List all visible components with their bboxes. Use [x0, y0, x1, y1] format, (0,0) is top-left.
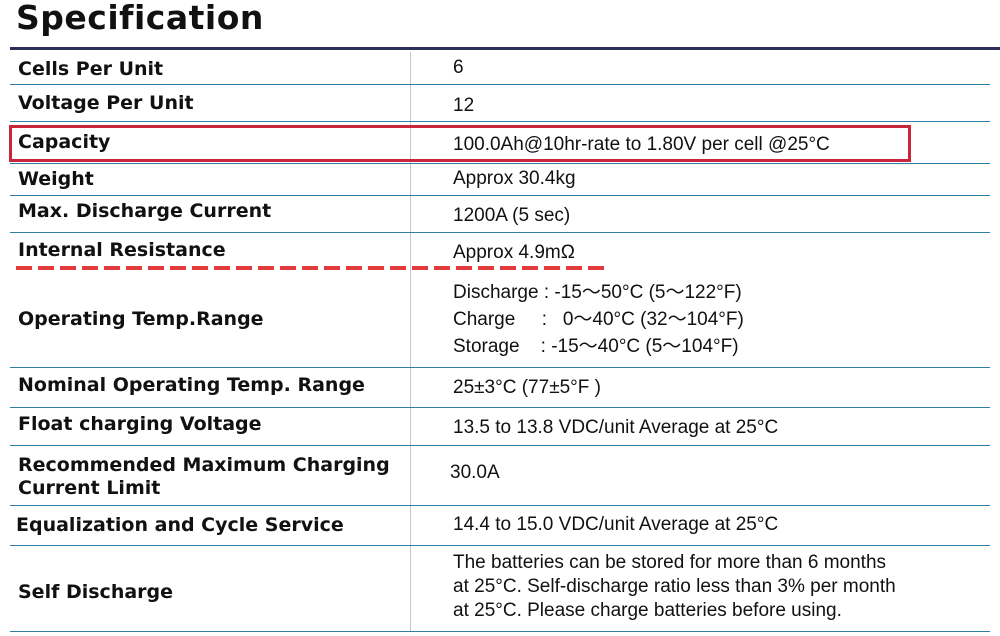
spec-label: Capacity	[18, 131, 111, 153]
spec-label-line: Recommended Maximum Charging	[18, 454, 390, 476]
spec-label-line: Current Limit	[18, 477, 161, 499]
column-divider	[410, 506, 411, 545]
spec-label: Nominal Operating Temp. Range	[18, 374, 365, 396]
spec-label: Float charging Voltage	[18, 413, 262, 435]
spec-row-nominal-operating-temp: Nominal Operating Temp. Range 25±3°C (77…	[10, 368, 990, 408]
spec-label: Operating Temp.Range	[18, 308, 264, 330]
column-divider	[410, 446, 411, 505]
column-divider	[410, 85, 411, 121]
column-divider	[410, 122, 411, 163]
spec-label: Voltage Per Unit	[18, 92, 194, 114]
page-title: Specification	[16, 0, 264, 37]
spec-row-max-discharge-current: Max. Discharge Current 1200A (5 sec)	[10, 196, 990, 233]
spec-label: Max. Discharge Current	[18, 200, 272, 222]
spec-label: Equalization and Cycle Service	[16, 514, 344, 536]
spec-value-line: at 25°C. Please charge batteries before …	[453, 600, 842, 621]
spec-value-line: Storage : -15～40°C (5～104°F)	[453, 336, 739, 357]
column-divider	[410, 164, 411, 195]
spec-value: 12	[453, 95, 475, 116]
spec-label: Self Discharge	[18, 581, 174, 603]
spec-row-cells-per-unit: Cells Per Unit 6	[10, 52, 990, 85]
spec-row-weight: Weight Approx 30.4kg	[10, 164, 990, 196]
spec-row-capacity: Capacity 100.0Ah@10hr-rate to 1.80V per …	[10, 122, 990, 164]
spec-value: 100.0Ah@10hr-rate to 1.80V per cell @25°…	[453, 134, 830, 155]
internal-resistance-dashed-underline	[16, 266, 604, 270]
spec-value: 13.5 to 13.8 VDC/unit Average at 25°C	[453, 417, 779, 438]
title-rule	[10, 47, 1000, 50]
spec-row-self-discharge: Self Discharge The batteries can be stor…	[10, 546, 990, 632]
spec-value-line: at 25°C. Self-discharge ratio less than …	[453, 576, 896, 597]
spec-value-lines: The batteries can be stored for more tha…	[453, 551, 896, 623]
column-divider	[410, 546, 411, 631]
spec-label: Weight	[18, 168, 94, 190]
spec-value-line: The batteries can be stored for more tha…	[453, 552, 887, 573]
spec-value: 1200A (5 sec)	[453, 205, 571, 226]
column-divider	[410, 368, 411, 407]
spec-label: Internal Resistance	[18, 239, 226, 261]
spec-value: 25±3°C (77±5°F )	[453, 377, 601, 398]
column-divider	[410, 196, 411, 232]
spec-row-internal-resistance: Internal Resistance Approx 4.9mΩ	[10, 233, 990, 273]
spec-row-float-charging-voltage: Float charging Voltage 13.5 to 13.8 VDC/…	[10, 408, 990, 446]
column-divider	[410, 273, 411, 367]
spec-value: 30.0A	[450, 462, 500, 483]
spec-value-line: Charge : 0～40°C (32～104°F)	[453, 309, 744, 330]
spec-row-recommended-max-charging-current: Recommended Maximum Charging Current Lim…	[10, 446, 990, 506]
spec-row-operating-temp-range: Operating Temp.Range Discharge : -15～50°…	[10, 273, 990, 368]
spec-value-lines: Discharge : -15～50°C (5～122°F) Charge : …	[453, 279, 744, 360]
spec-value: Approx 30.4kg	[453, 168, 576, 189]
column-divider	[410, 233, 411, 273]
spec-row-voltage-per-unit: Voltage Per Unit 12	[10, 85, 990, 122]
spec-value: Approx 4.9mΩ	[453, 242, 575, 263]
spec-row-equalization-cycle-service: Equalization and Cycle Service 14.4 to 1…	[10, 506, 990, 546]
spec-value: 6	[453, 57, 464, 78]
spec-label: Cells Per Unit	[18, 58, 164, 80]
spec-value: 14.4 to 15.0 VDC/unit Average at 25°C	[453, 514, 779, 535]
capacity-highlight-box	[9, 125, 911, 162]
column-divider	[410, 52, 411, 84]
column-divider	[410, 408, 411, 445]
spec-label: Recommended Maximum Charging Current Lim…	[18, 454, 390, 500]
spec-value-line: Discharge : -15～50°C (5～122°F)	[453, 282, 742, 303]
